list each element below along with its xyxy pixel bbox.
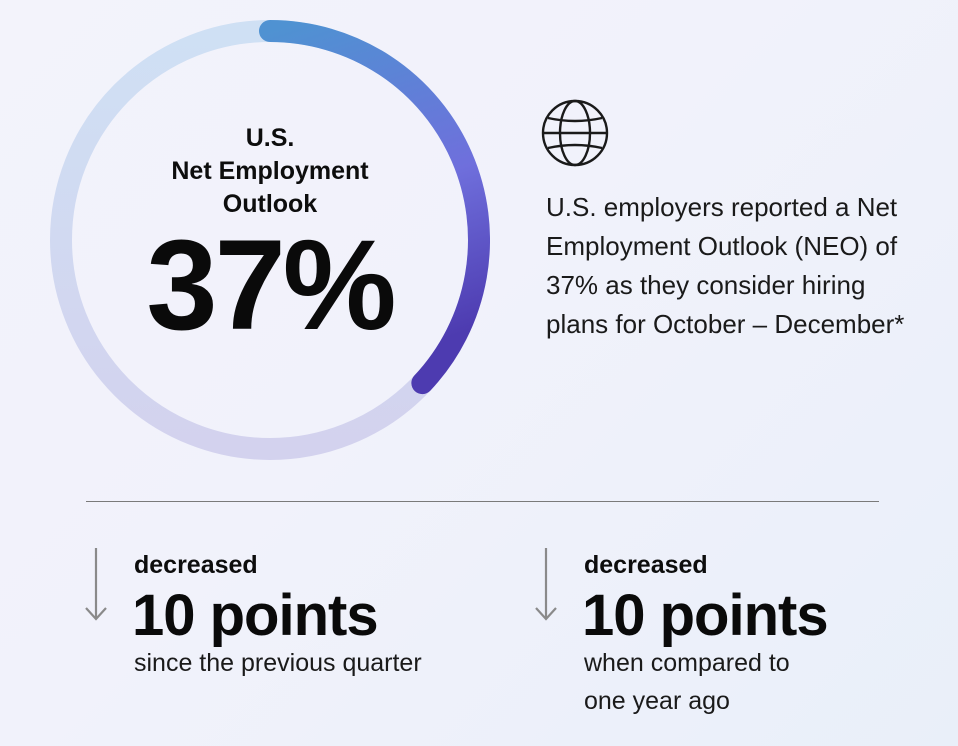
stat-value: 10 points — [132, 583, 379, 648]
gauge-title-line: Net Employment — [171, 157, 369, 185]
globe-icon — [540, 98, 610, 168]
gauge-ring — [50, 20, 490, 460]
stat-note: when compared to one year ago — [584, 649, 790, 715]
stat-label: decreased — [134, 551, 258, 579]
gauge-fill-arc — [259, 20, 490, 395]
gauge-title: U.S. Net Employment Outlook — [150, 122, 390, 221]
gauge-value: 37% — [146, 214, 396, 357]
section-divider — [86, 501, 879, 502]
stat-label: decreased — [584, 551, 708, 579]
gauge-title-line: U.S. — [245, 124, 295, 152]
summary-text: U.S. employers reported a Net Employment… — [546, 192, 905, 339]
arrow-down-icon — [535, 548, 557, 621]
neo-gauge: U.S. Net Employment Outlook 37% — [50, 20, 490, 460]
stat-note: since the previous quarter — [134, 649, 422, 677]
stat-value: 10 points — [582, 583, 829, 648]
gauge-title-line: Outlook — [222, 190, 318, 218]
arrow-down-icon — [85, 548, 107, 621]
